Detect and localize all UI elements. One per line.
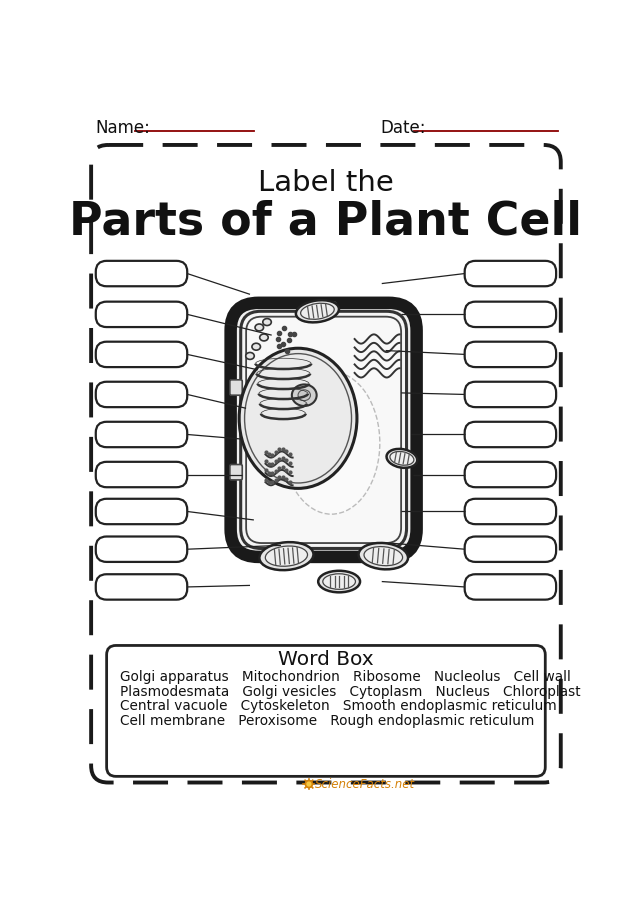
- FancyBboxPatch shape: [96, 261, 187, 286]
- Ellipse shape: [390, 452, 414, 465]
- FancyBboxPatch shape: [96, 382, 187, 407]
- Ellipse shape: [263, 319, 272, 326]
- FancyBboxPatch shape: [96, 536, 187, 562]
- FancyBboxPatch shape: [107, 645, 545, 777]
- FancyBboxPatch shape: [465, 261, 556, 286]
- Ellipse shape: [292, 384, 317, 406]
- FancyBboxPatch shape: [96, 302, 187, 327]
- Ellipse shape: [359, 543, 408, 570]
- FancyBboxPatch shape: [240, 311, 406, 548]
- Ellipse shape: [298, 390, 310, 400]
- Text: Central vacuole   Cytoskeleton   Smooth endoplasmic reticulum: Central vacuole Cytoskeleton Smooth endo…: [120, 699, 556, 714]
- FancyBboxPatch shape: [465, 574, 556, 599]
- FancyBboxPatch shape: [96, 422, 187, 447]
- Text: Cell membrane   Peroxisome   Rough endoplasmic reticulum: Cell membrane Peroxisome Rough endoplasm…: [120, 714, 534, 728]
- Ellipse shape: [305, 780, 312, 788]
- Text: Label the: Label the: [258, 169, 394, 197]
- FancyBboxPatch shape: [96, 342, 187, 367]
- Text: Golgi apparatus   Mitochondrion   Ribosome   Nucleolus   Cell wall: Golgi apparatus Mitochondrion Ribosome N…: [120, 670, 570, 684]
- Text: Parts of a Plant Cell: Parts of a Plant Cell: [69, 200, 583, 245]
- Ellipse shape: [387, 449, 417, 468]
- FancyBboxPatch shape: [96, 574, 187, 599]
- FancyBboxPatch shape: [311, 302, 336, 313]
- Ellipse shape: [252, 343, 261, 350]
- FancyBboxPatch shape: [246, 317, 401, 543]
- Ellipse shape: [283, 372, 380, 514]
- FancyBboxPatch shape: [465, 462, 556, 487]
- Text: ScienceFacts.net: ScienceFacts.net: [315, 778, 415, 790]
- Ellipse shape: [259, 542, 314, 570]
- Ellipse shape: [259, 334, 268, 341]
- Ellipse shape: [318, 571, 360, 592]
- Ellipse shape: [245, 353, 254, 359]
- Text: Word Box: Word Box: [278, 650, 374, 669]
- FancyBboxPatch shape: [465, 342, 556, 367]
- FancyBboxPatch shape: [96, 462, 187, 487]
- FancyBboxPatch shape: [230, 380, 242, 395]
- Text: Name:: Name:: [95, 119, 150, 137]
- Ellipse shape: [323, 574, 356, 590]
- Ellipse shape: [255, 324, 263, 331]
- Ellipse shape: [296, 301, 339, 322]
- Ellipse shape: [239, 348, 357, 489]
- FancyBboxPatch shape: [465, 382, 556, 407]
- FancyBboxPatch shape: [465, 536, 556, 562]
- Ellipse shape: [265, 546, 308, 566]
- Ellipse shape: [364, 546, 403, 566]
- FancyBboxPatch shape: [465, 499, 556, 524]
- FancyBboxPatch shape: [465, 302, 556, 327]
- FancyBboxPatch shape: [231, 302, 417, 557]
- FancyBboxPatch shape: [230, 464, 242, 480]
- Ellipse shape: [301, 303, 335, 320]
- Ellipse shape: [245, 354, 352, 483]
- FancyBboxPatch shape: [465, 422, 556, 447]
- Text: Date:: Date:: [380, 119, 425, 137]
- FancyBboxPatch shape: [96, 499, 187, 524]
- Text: Plasmodesmata   Golgi vesicles   Cytoplasm   Nucleus   Chloroplast: Plasmodesmata Golgi vesicles Cytoplasm N…: [120, 685, 581, 698]
